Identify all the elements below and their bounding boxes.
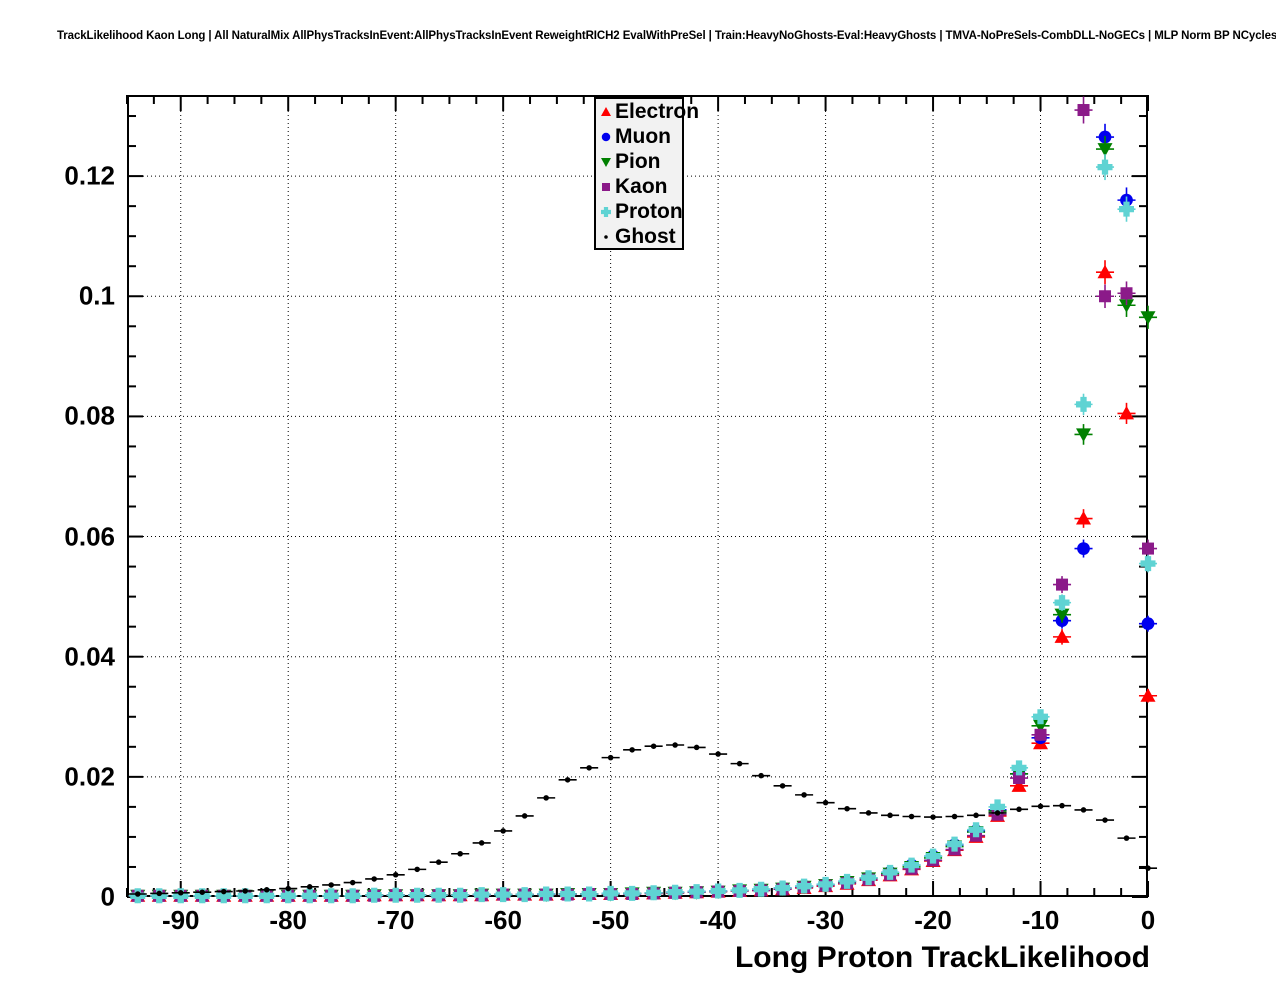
square-icon [598, 174, 614, 199]
legend-label: Muon [615, 125, 671, 148]
ytick-label: 0.04 [64, 641, 115, 672]
xtick-label: -20 [914, 905, 952, 935]
legend-label: Electron [615, 100, 700, 123]
cross-icon [598, 199, 614, 224]
circle-icon [598, 124, 614, 149]
legend: Electron Muon Pion Kaon Proton Ghost [594, 97, 699, 250]
ytick-label: 0.02 [64, 761, 115, 792]
legend-label: Proton [615, 200, 683, 223]
ytick-label: 0 [100, 881, 115, 912]
legend-label: Pion [615, 150, 661, 173]
plot-title: TrackLikelihood Kaon Long | All NaturalM… [57, 30, 1276, 42]
xtick-label: -40 [699, 905, 737, 935]
ytick-label: 0.08 [64, 400, 115, 431]
legend-label: Ghost [615, 225, 676, 248]
ytick-label: 0.06 [64, 521, 115, 552]
xtick-label: -90 [161, 905, 200, 935]
legend-item-pion[interactable]: Pion [596, 149, 682, 174]
dot-icon [598, 224, 614, 249]
legend-item-ghost[interactable]: Ghost [596, 224, 682, 249]
ytick-label: 0.1 [78, 280, 115, 311]
xtick-label: -80 [269, 905, 307, 935]
xtick-label: -50 [591, 905, 630, 935]
xtick-label: -10 [1021, 905, 1060, 935]
legend-item-electron[interactable]: Electron [596, 99, 699, 124]
ytick-label: 0.12 [64, 160, 115, 191]
legend-item-proton[interactable]: Proton [596, 199, 683, 224]
legend-label: Kaon [615, 175, 668, 198]
xtick-label: 0 [1140, 905, 1156, 935]
xtick-label: -70 [376, 905, 415, 935]
triangle-down-icon [598, 149, 614, 174]
triangle-up-icon [598, 99, 614, 124]
legend-item-muon[interactable]: Muon [596, 124, 682, 149]
legend-item-kaon[interactable]: Kaon [596, 174, 682, 199]
xtick-label: -60 [484, 905, 522, 935]
xaxis-title: Long Proton TrackLikelihood [734, 941, 1150, 974]
xtick-label: -30 [806, 905, 845, 935]
